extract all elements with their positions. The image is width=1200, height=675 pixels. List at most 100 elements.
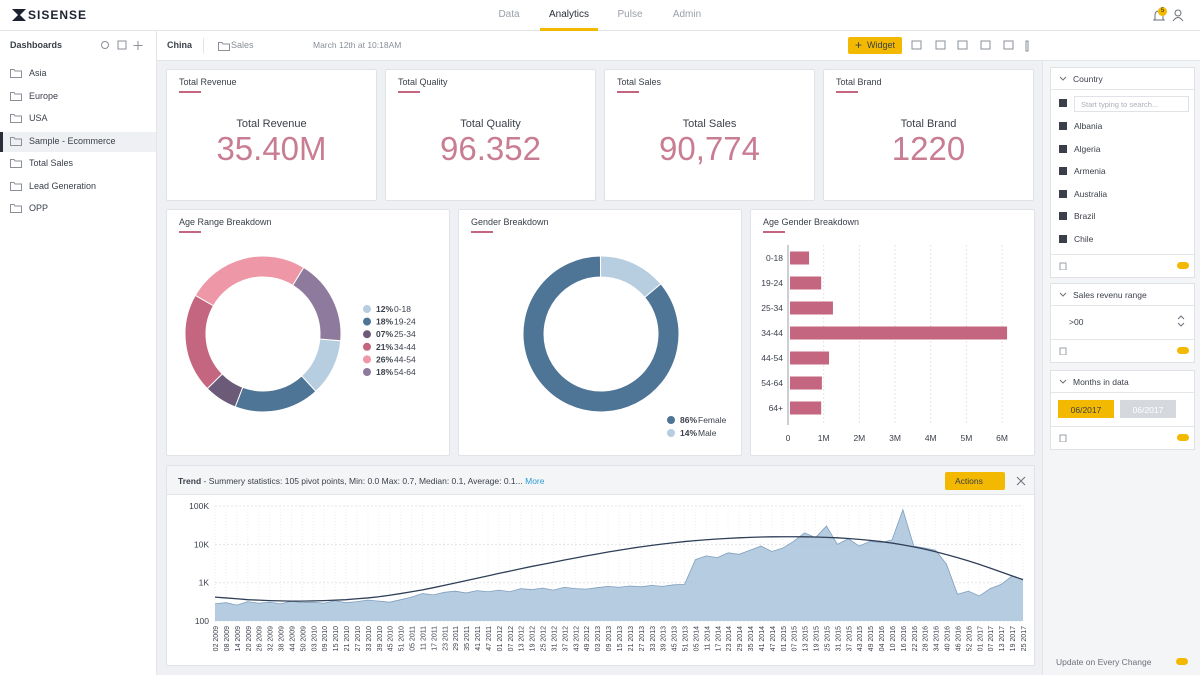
actions-label: Actions [955, 476, 983, 486]
chart-card: 100 1K 10K 100K 02 2009 08 2009 14 2009 20 2009… [166, 465, 1035, 666]
month-from-label: 06/2017 [1070, 405, 1102, 415]
x-tick-label: 15 2010 [333, 626, 340, 651]
edit-icon [117, 40, 127, 50]
x-tick-label: 15 2013 [617, 626, 624, 651]
folder-icon [10, 91, 22, 101]
folder-icon [10, 114, 22, 123]
spinner-arrows [1177, 315, 1185, 327]
x-tick-label: 49 2012 [584, 626, 591, 651]
sidebar-item[interactable]: Asia [29, 68, 47, 78]
folder-shape [10, 204, 22, 213]
filter-header-line [1051, 89, 1194, 90]
nav-tab[interactable]: Analytics [548, 9, 589, 20]
legend-label: 34-44 [394, 342, 416, 352]
checkbox[interactable] [1059, 234, 1067, 243]
nav-tab[interactable]: Data [498, 9, 520, 20]
search-input[interactable] [1074, 96, 1189, 112]
x-tick-label: 33 2010 [366, 626, 373, 651]
checkbox[interactable] [1059, 212, 1067, 220]
sidebar-actions [101, 40, 143, 50]
filter-footer-line [1051, 254, 1194, 255]
sidebar-item[interactable]: USA [29, 113, 48, 123]
x-tick-label: 39 2010 [377, 626, 384, 651]
chart-title: Gender Breakdown [471, 217, 549, 227]
x-tick-label: 25 2017 [1021, 626, 1028, 651]
sidebar-item[interactable]: OPP [29, 203, 49, 213]
x-tick-label: 07 2017 [988, 626, 995, 651]
bin [1059, 262, 1067, 270]
nav-tab[interactable]: Pulse [617, 9, 643, 20]
y-tick-label: 100K [189, 501, 209, 511]
chart: 100 1K 10K 100K 02 2009 08 2009 14 2009 20 2009… [189, 501, 1028, 651]
filter-card: Sales revenu range >00 [1050, 283, 1195, 363]
kpi-label: Total Revenue [236, 118, 307, 130]
x-tick-label: 13 2015 [803, 626, 810, 651]
toolbar-icon [957, 40, 968, 50]
filter-title: Country [1073, 74, 1103, 84]
y-tick-label: 100 [195, 616, 209, 626]
user-head [1174, 9, 1182, 17]
sidebar-item[interactable]: Total Sales [29, 158, 74, 168]
x-tick-label: 17 2011 [431, 626, 438, 651]
folder-icon [218, 42, 230, 51]
checkbox[interactable] [1059, 122, 1067, 130]
add-widget-button[interactable]: + Widget [848, 37, 902, 54]
month-to[interactable] [1120, 400, 1176, 418]
logo-shape [12, 9, 26, 21]
country-item: Chile [1074, 233, 1094, 244]
kpi-card: Total Brand Total Brand 1220 [823, 69, 1034, 201]
checkbox[interactable] [1059, 189, 1067, 198]
x-tick-label: 19 2015 [814, 626, 821, 651]
toggle[interactable] [1177, 434, 1189, 441]
sidebar-item[interactable]: Lead Generation [29, 180, 97, 191]
more-link[interactable]: More [525, 476, 545, 486]
toggle[interactable] [1177, 262, 1189, 269]
x-tick-label: 01 2017 [977, 626, 984, 651]
toggle[interactable] [1177, 347, 1189, 354]
active-tab-indicator [540, 28, 598, 31]
month-from[interactable] [1058, 400, 1114, 418]
x-tick-label: 33 2013 [650, 626, 657, 651]
top-nav: SISENSE Data Analytics Pulse Admin 5 [0, 0, 1200, 31]
sidebar-item[interactable]: Sample - Ecommerce [29, 135, 116, 146]
close-icon [1016, 476, 1026, 486]
x-tick-label: 21 2010 [344, 626, 351, 651]
delete-icon [1059, 434, 1067, 442]
update-toggle[interactable] [1176, 658, 1188, 665]
folder-shape [10, 69, 22, 78]
x-tick-label: 01 2012 [497, 626, 504, 651]
chart-card: 0 1M 2M 3M 4M 5M 6M 0-18 19-24 25-34 34-44 44-54 54-… [750, 209, 1035, 456]
legend-label: 25-34 [394, 329, 416, 339]
y-tick-label: 44-54 [761, 353, 783, 363]
actions-button[interactable]: Actions [945, 472, 1005, 490]
notification-badge: 5 [1158, 7, 1167, 16]
x-tick-label: 40 2016 [945, 626, 952, 651]
legend-swatch [363, 305, 371, 313]
x-tick-label: 20 2009 [246, 626, 253, 651]
checkbox[interactable] [1059, 144, 1067, 153]
folder-name[interactable]: Sales [231, 40, 254, 50]
x-tick-label: 23 2011 [442, 626, 449, 651]
bar [790, 326, 1008, 340]
sidebar-item[interactable]: Europe [29, 90, 59, 101]
x-tick-label: 4M [925, 433, 937, 443]
legend-value: 14% [680, 428, 697, 438]
x-tick-label: 07 2015 [792, 626, 799, 651]
bar [790, 401, 822, 415]
x-tick-label: 14 2009 [235, 626, 242, 651]
bar [790, 276, 822, 290]
y-tick-label: 10K [194, 539, 209, 549]
filter-footer-line [1051, 339, 1194, 340]
area-fill [215, 509, 1023, 621]
x-tick-label: 31 2012 [551, 626, 558, 651]
chart: 0 1M 2M 3M 4M 5M 6M 0-18 19-24 25-34 34-44 44-54 54-… [761, 245, 1008, 443]
search-icon [101, 41, 109, 49]
x-tick-label: 44 2009 [289, 626, 296, 651]
nav-tab[interactable]: Admin [672, 9, 702, 20]
x-tick-label: 03 2010 [311, 626, 318, 651]
checkbox[interactable] [1059, 167, 1067, 175]
trend-line [214, 536, 1024, 602]
y-tick-label: 54-64 [761, 378, 783, 388]
legend-value: 12% [376, 304, 393, 314]
